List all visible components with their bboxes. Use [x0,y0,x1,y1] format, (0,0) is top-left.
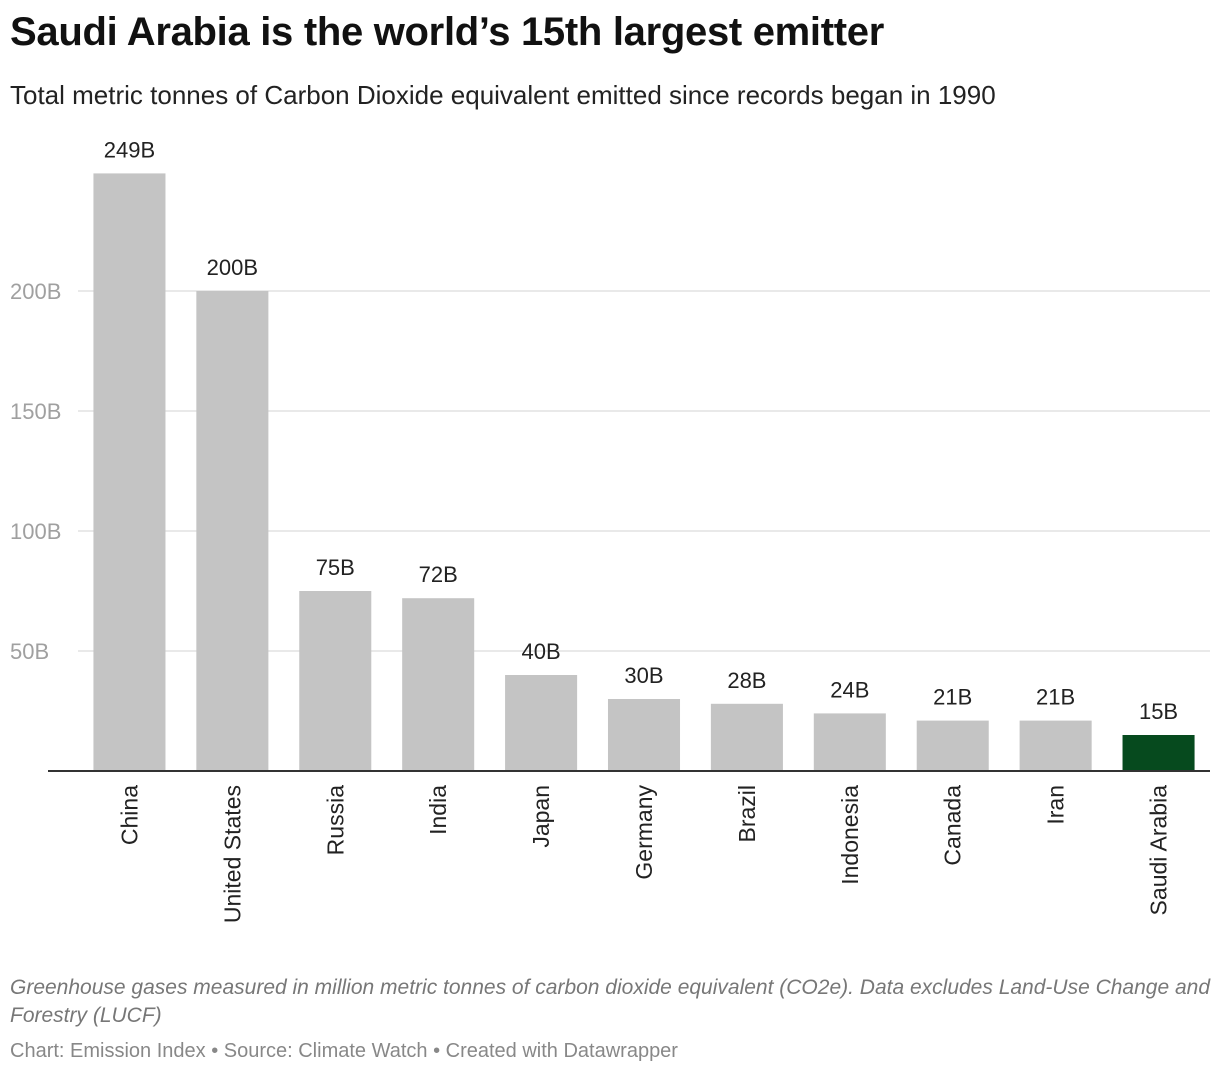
y-tick-label: 100B [10,519,61,544]
data-label: 72B [419,562,458,587]
bar [916,720,989,771]
data-label: 75B [316,555,355,580]
data-label: 200B [207,255,258,280]
data-label: 15B [1139,699,1178,724]
x-tick-label: Canada [940,785,966,866]
chart-credit: Chart: Emission Index • Source: Climate … [10,1040,678,1062]
x-tick-label: Indonesia [837,785,863,885]
x-tick-label: Japan [528,785,554,848]
bar [710,703,783,771]
data-label: 28B [727,668,766,693]
y-tick-label: 150B [10,399,61,424]
data-label: 21B [933,685,972,710]
bar-chart: 50B 100B 150B 200B 249B China 200B United State… [10,137,1210,923]
x-tick-label: India [425,785,451,835]
bar [607,699,681,771]
data-label: 40B [522,639,561,664]
x-tick-label: China [116,785,142,845]
bar [505,675,578,771]
x-tick-label: United States [219,785,245,923]
y-tick-label: 50B [10,639,49,664]
chart-title: Saudi Arabia is the world’s 15th largest… [10,10,884,54]
x-tick-label: Iran [1043,785,1069,825]
x-tick-label: Saudi Arabia [1146,785,1172,916]
bar [1122,735,1195,771]
bar [402,598,475,771]
y-tick-label: 200B [10,279,61,304]
x-tick-label: Germany [631,785,657,880]
bar [1019,720,1092,771]
data-label: 249B [104,137,155,162]
x-tick-label: Brazil [734,785,760,843]
x-tick-label: Russia [322,785,348,856]
chart-note: Greenhouse gases measured in million met… [10,976,1211,1027]
data-label: 21B [1036,685,1075,710]
data-label: 30B [624,663,663,688]
bar [93,173,166,771]
bar [813,713,886,771]
data-label: 24B [830,677,869,702]
chart-subtitle: Total metric tonnes of Carbon Dioxide eq… [10,80,996,110]
bar [196,291,269,771]
bar [299,591,372,771]
